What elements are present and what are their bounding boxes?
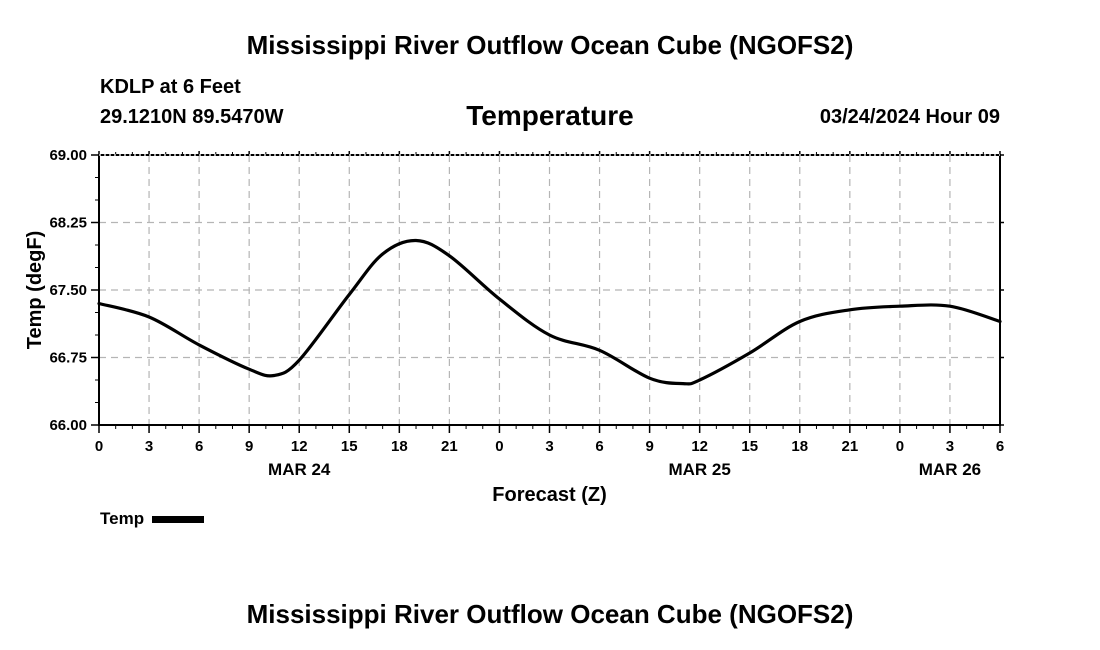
x-tick-label: 15 <box>341 438 358 455</box>
x-tick-label: 18 <box>391 438 408 455</box>
x-tick-label: 12 <box>291 438 308 455</box>
y-tick-label: 66.00 <box>49 417 87 434</box>
x-tick-label: 6 <box>996 438 1004 455</box>
x-tick-label: 9 <box>645 438 653 455</box>
chart-main-title: Mississippi River Outflow Ocean Cube (NG… <box>246 30 854 60</box>
legend: Temp <box>100 509 205 529</box>
coordinates-label: 29.1210N 89.5470W <box>100 106 284 128</box>
chart-subtitle: Temperature <box>466 100 634 131</box>
y-tick-label: 68.25 <box>49 215 87 232</box>
x-tick-label: 0 <box>495 438 503 455</box>
series-line-temp <box>97 238 1002 386</box>
axis-ticks <box>91 151 1004 433</box>
x-tick-label: 12 <box>691 438 708 455</box>
x-tick-label: 21 <box>441 438 458 455</box>
y-tick-label: 69.00 <box>49 147 87 164</box>
footer-title: Mississippi River Outflow Ocean Cube (NG… <box>246 599 854 629</box>
station-label: KDLP at 6 Feet <box>100 76 241 98</box>
date-label: MAR 24 <box>268 460 331 479</box>
y-tick-label: 66.75 <box>49 350 87 367</box>
x-axis-title: Forecast (Z) <box>492 484 606 506</box>
legend-label: Temp <box>100 509 145 528</box>
x-tick-label: 6 <box>595 438 603 455</box>
axis-labels: 0 3 6 9 12 15 18 21 0 3 6 9 12 15 18 21 0 3 6 69.00 68.25 67.… <box>49 147 1004 479</box>
date-label: MAR 25 <box>668 460 730 479</box>
x-tick-label: 0 <box>95 438 103 455</box>
y-axis-title: Temp (degF) <box>24 231 46 350</box>
legend-line-swatch <box>152 515 205 523</box>
forecast-datetime: 03/24/2024 Hour 09 <box>819 106 1000 128</box>
y-tick-label: 67.50 <box>49 282 87 299</box>
x-tick-label: 0 <box>896 438 904 455</box>
x-tick-label: 3 <box>145 438 153 455</box>
x-tick-label: 9 <box>245 438 253 455</box>
date-label: MAR 26 <box>919 460 981 479</box>
x-tick-label: 21 <box>841 438 858 455</box>
x-tick-label: 18 <box>791 438 808 455</box>
x-tick-label: 3 <box>545 438 553 455</box>
x-tick-label: 6 <box>195 438 203 455</box>
x-tick-label: 15 <box>741 438 758 455</box>
x-tick-label: 3 <box>946 438 954 455</box>
grid <box>99 155 1000 425</box>
